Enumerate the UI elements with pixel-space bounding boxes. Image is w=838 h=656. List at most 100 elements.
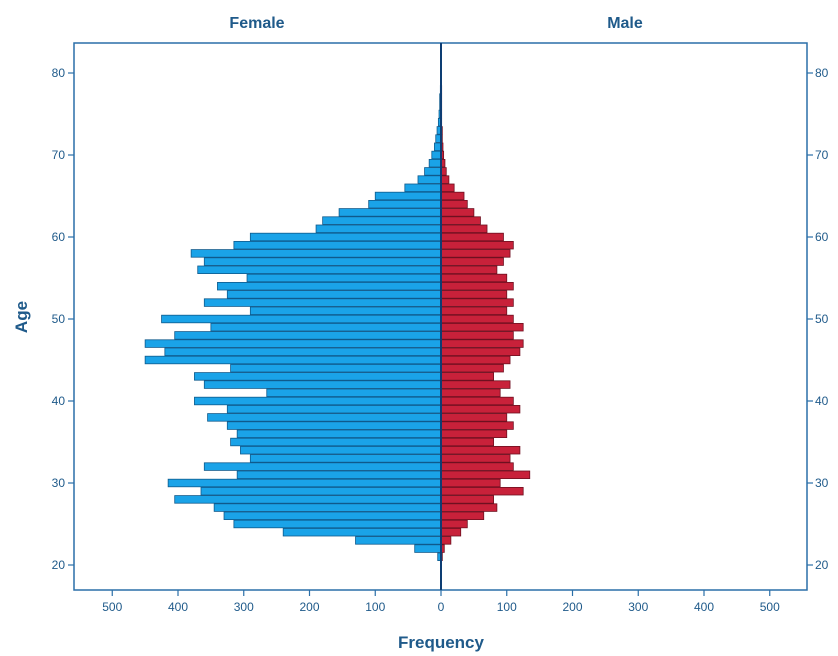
bar-male-age-26	[440, 511, 485, 520]
bar-male-age-63	[440, 208, 475, 217]
bar-female-age-40	[194, 396, 442, 406]
bar-male-age-67	[440, 175, 450, 184]
y-tick-label-left-20: 20	[52, 558, 66, 572]
bar-female-age-52	[203, 298, 442, 307]
bar-male-age-58	[440, 249, 511, 258]
bar-male-age-33	[440, 454, 511, 463]
panel-title-male: Male	[607, 15, 643, 32]
bar-male-age-51	[440, 306, 508, 315]
y-tick-label-left-40: 40	[52, 394, 66, 408]
bar-male-age-57	[440, 257, 504, 266]
bar-female-age-34	[240, 445, 442, 455]
bar-female-age-68	[424, 167, 442, 176]
bar-female-age-53	[226, 290, 442, 299]
y-tick-label-left-30: 30	[52, 476, 66, 490]
bar-male-age-48	[440, 331, 514, 340]
y-tick-label-right-80: 80	[815, 66, 829, 80]
y-axis-title: Age	[12, 301, 31, 333]
y-tick-label-right-60: 60	[815, 230, 829, 244]
x-tick-label-female-500: 500	[102, 600, 122, 614]
y-tick-label-right-50: 50	[815, 312, 829, 326]
bar-male-age-24	[440, 528, 462, 537]
bar-male-age-53	[440, 290, 508, 299]
bar-male-age-56	[440, 265, 498, 274]
bar-female-age-29	[200, 486, 442, 496]
bar-male-age-31	[440, 470, 531, 479]
bar-male-age-46	[440, 347, 521, 356]
bar-female-age-32	[203, 462, 442, 471]
bar-male-age-39	[440, 404, 521, 414]
bar-male-age-30	[440, 478, 501, 488]
bar-male-age-64	[440, 199, 468, 209]
bar-male-age-55	[440, 273, 508, 283]
bar-female-age-25	[233, 519, 442, 529]
bar-male-age-29	[440, 486, 524, 496]
male-bars	[440, 85, 531, 561]
bar-female-age-64	[368, 199, 442, 209]
bar-male-age-23	[440, 536, 452, 545]
bar-male-age-43	[440, 372, 494, 381]
bar-male-age-60	[440, 232, 504, 242]
y-tick-label-right-30: 30	[815, 476, 829, 490]
y-tick-label-right-40: 40	[815, 394, 829, 408]
bar-female-age-28	[174, 495, 442, 504]
bar-male-age-65	[440, 191, 465, 201]
x-tick-label-female-300: 300	[234, 600, 254, 614]
x-axis-title: Frequency	[398, 633, 485, 652]
bar-male-age-37	[440, 421, 514, 430]
bar-female-age-45	[144, 355, 442, 365]
bar-female-age-31	[236, 470, 442, 479]
bar-female-age-44	[230, 363, 442, 373]
bar-male-age-50	[440, 314, 514, 324]
bar-female-age-67	[417, 175, 442, 184]
bar-male-age-41	[440, 388, 501, 397]
bar-female-age-50	[161, 314, 442, 324]
bar-female-age-49	[210, 322, 442, 332]
bar-male-age-61	[440, 224, 488, 233]
bar-female-age-57	[203, 257, 442, 266]
bar-male-age-38	[440, 413, 508, 422]
bar-male-age-42	[440, 380, 511, 389]
bar-male-age-34	[440, 445, 521, 455]
x-axis: 0 100 100 200 200 300 300 400 400 500 500	[102, 590, 780, 614]
bar-female-age-23	[355, 536, 442, 545]
bar-female-age-47	[144, 339, 442, 348]
bar-female-age-65	[374, 191, 442, 201]
bar-female-age-56	[197, 265, 442, 274]
bar-female-age-54	[217, 281, 442, 291]
x-tick-label-male-200: 200	[562, 600, 582, 614]
bar-female-age-51	[249, 306, 442, 315]
bar-female-age-43	[194, 372, 442, 381]
x-tick-label-male-400: 400	[694, 600, 714, 614]
female-bars	[144, 85, 442, 561]
bar-female-age-27	[213, 503, 442, 512]
bar-female-age-69	[428, 158, 442, 168]
bar-female-age-41	[266, 388, 442, 397]
bar-female-age-46	[164, 347, 442, 356]
y-tick-label-left-70: 70	[52, 148, 66, 162]
bar-female-age-55	[246, 273, 442, 283]
bar-male-age-59	[440, 240, 514, 250]
x-tick-label-center-0: 0	[438, 600, 445, 614]
bar-male-age-66	[440, 183, 455, 192]
bar-female-age-48	[174, 331, 442, 340]
y-axis-right: 20 30 40 50 60 70 80	[807, 66, 829, 572]
panel-title-female: Female	[229, 15, 284, 32]
bar-female-age-26	[223, 511, 442, 520]
x-tick-label-female-400: 400	[168, 600, 188, 614]
x-tick-label-male-100: 100	[497, 600, 517, 614]
bar-male-age-49	[440, 322, 524, 332]
bar-female-age-59	[233, 240, 442, 250]
x-tick-label-female-200: 200	[299, 600, 319, 614]
bar-female-age-22	[414, 544, 442, 553]
bar-male-age-27	[440, 503, 498, 512]
x-tick-label-male-300: 300	[628, 600, 648, 614]
bar-male-age-62	[440, 216, 481, 225]
bar-male-age-47	[440, 339, 524, 348]
bar-male-age-54	[440, 281, 514, 291]
bar-female-age-37	[226, 421, 442, 430]
bar-female-age-24	[282, 528, 442, 537]
y-tick-label-right-70: 70	[815, 148, 829, 162]
x-tick-label-male-500: 500	[760, 600, 780, 614]
